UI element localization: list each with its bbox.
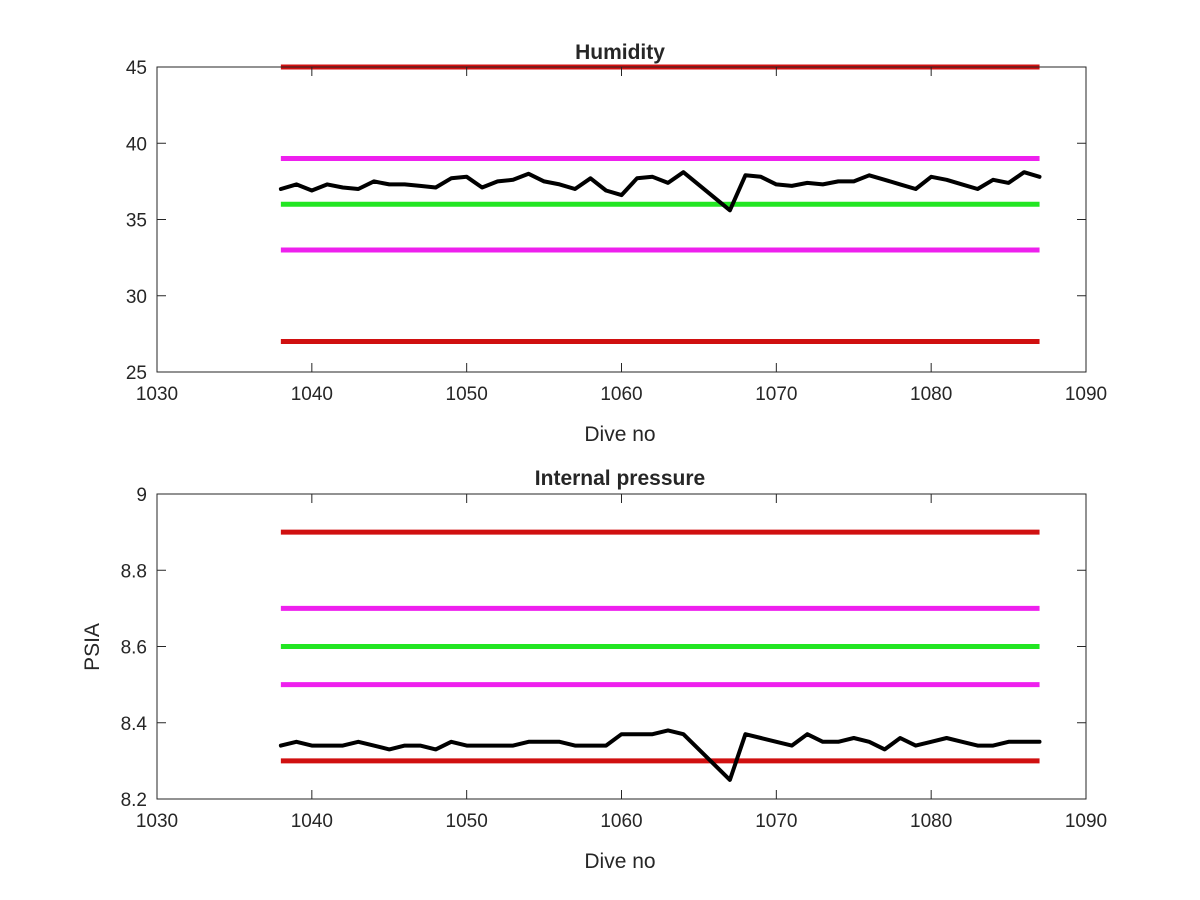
internal-pressure-x-axis-label: Dive no	[584, 850, 655, 873]
internal-pressure-reference-lines	[280, 529, 1040, 764]
internal-pressure-ticks: 1030 1040 1050 1060 1070 1080 1090 8.2 8.4 8.6 8.8…	[121, 485, 1108, 832]
humidity-ticks: 1030 1040 1050 1060 1070 1080 1090 25 30 35 40 45	[126, 58, 1107, 405]
humidity-x-tick-label: 1070	[755, 384, 797, 405]
internal-pressure-y-tick-label: 8.2	[121, 790, 147, 811]
internal-pressure-x-tick-label: 1040	[291, 811, 333, 832]
humidity-y-tick-label: 30	[126, 287, 147, 308]
humidity-x-tick-label: 1030	[136, 384, 178, 405]
internal-pressure-series	[278, 728, 1042, 782]
humidity-chart: Humidity 1030 1040 1050 1060 1070 1080 1090 25 3…	[126, 41, 1107, 446]
humidity-series	[278, 170, 1042, 213]
humidity-y-tick-label: 40	[126, 134, 147, 155]
internal-pressure-y-tick-label: 8.4	[121, 714, 148, 735]
internal-pressure-x-tick-label: 1050	[446, 811, 488, 832]
humidity-x-tick-label: 1050	[446, 384, 488, 405]
internal-pressure-chart: Internal pressure 1030 1040 1050 1060 1070 10…	[81, 467, 1107, 873]
humidity-y-tick-label: 25	[126, 363, 147, 384]
humidity-data-line-0	[278, 170, 1042, 213]
internal-pressure-y-tick-label: 8.6	[121, 638, 147, 659]
internal-pressure-y-tick-label: 9	[136, 485, 147, 506]
internal-pressure-y-tick-label: 8.8	[121, 561, 147, 582]
humidity-x-axis-label: Dive no	[584, 423, 655, 446]
internal-pressure-x-tick-label: 1030	[136, 811, 178, 832]
internal-pressure-y-axis-label: PSIA	[81, 623, 104, 671]
humidity-y-tick-label: 35	[126, 211, 147, 232]
humidity-x-tick-label: 1080	[910, 384, 952, 405]
internal-pressure-x-tick-label: 1080	[910, 811, 952, 832]
internal-pressure-title: Internal pressure	[535, 467, 705, 490]
humidity-x-tick-label: 1090	[1065, 384, 1107, 405]
humidity-title: Humidity	[575, 41, 665, 64]
internal-pressure-x-tick-label: 1090	[1065, 811, 1107, 832]
humidity-y-tick-label: 45	[126, 58, 147, 79]
humidity-x-tick-label: 1060	[600, 384, 642, 405]
internal-pressure-x-tick-label: 1060	[600, 811, 642, 832]
internal-pressure-x-tick-label: 1070	[755, 811, 797, 832]
internal-pressure-data-line-0	[278, 728, 1042, 782]
humidity-x-tick-label: 1040	[291, 384, 333, 405]
